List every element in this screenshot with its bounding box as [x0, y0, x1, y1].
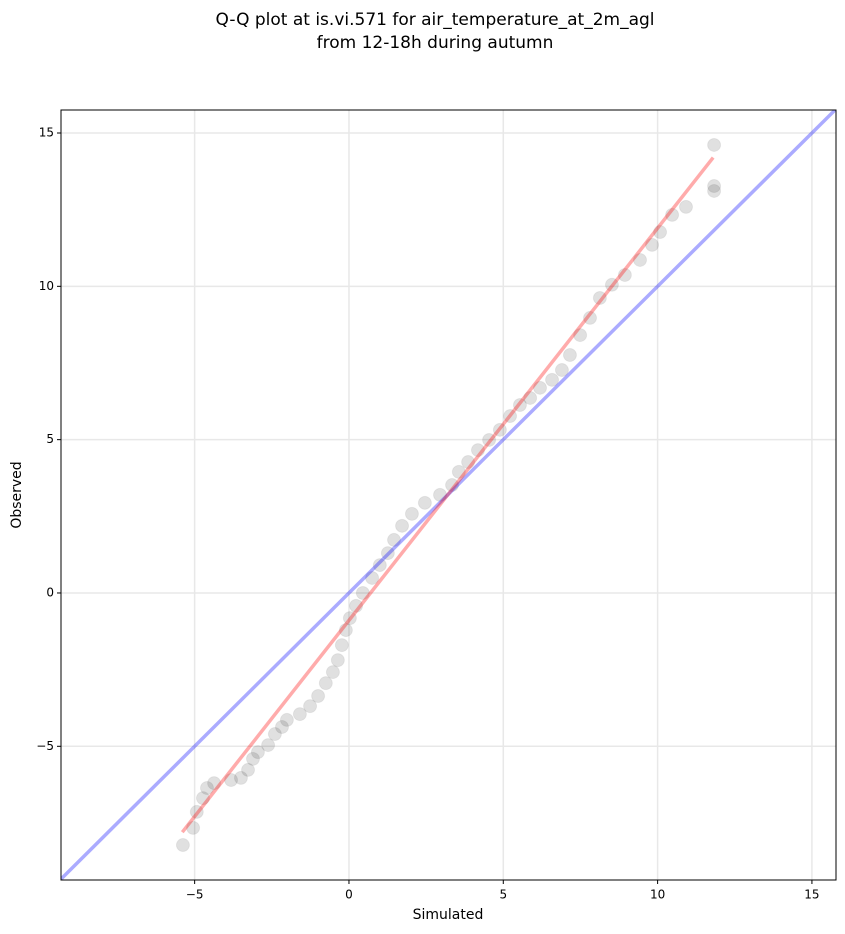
y-tick-label: 15: [39, 125, 54, 139]
point: [482, 432, 497, 447]
point: [349, 598, 364, 613]
chart-title: from 12-18h during autumn: [317, 33, 554, 53]
plot-area: [61, 110, 836, 880]
point: [592, 290, 607, 305]
point: [617, 267, 632, 282]
point: [325, 665, 340, 680]
point: [365, 570, 380, 585]
point: [292, 707, 307, 722]
y-tick-label: −5: [36, 739, 54, 753]
point: [395, 518, 410, 533]
point: [311, 689, 326, 704]
point: [573, 328, 588, 343]
point: [523, 390, 538, 405]
point: [470, 443, 485, 458]
point: [512, 397, 527, 412]
y-axis-label: Observed: [9, 461, 25, 528]
chart-title: Q-Q plot at is.vi.571 for air_temperatur…: [215, 10, 654, 30]
point: [503, 409, 518, 424]
point: [387, 532, 402, 547]
point: [261, 738, 276, 753]
point: [175, 838, 190, 853]
point: [279, 712, 294, 727]
y-tick-label: 5: [46, 432, 54, 446]
point: [303, 699, 318, 714]
point: [533, 380, 548, 395]
point: [233, 770, 248, 785]
point: [372, 558, 387, 573]
plot-frame: [60, 109, 837, 881]
point: [224, 773, 239, 788]
point: [250, 745, 265, 760]
point: [241, 762, 256, 777]
point: [355, 585, 370, 600]
point: [653, 225, 668, 240]
point: [186, 820, 201, 835]
x-tick-label: 15: [804, 888, 819, 902]
point: [404, 506, 419, 521]
point: [707, 179, 722, 194]
point: [195, 791, 210, 806]
point: [199, 781, 214, 796]
point: [433, 487, 448, 502]
point: [451, 464, 466, 479]
point: [492, 422, 507, 437]
x-tick-label: 0: [345, 888, 353, 902]
point: [633, 252, 648, 267]
point: [545, 372, 560, 387]
x-tick-label: −5: [186, 888, 204, 902]
point: [267, 727, 282, 742]
point: [604, 277, 619, 292]
point: [189, 804, 204, 819]
x-axis-label: Simulated: [413, 907, 484, 923]
point: [461, 455, 476, 470]
point: [707, 137, 722, 152]
point: [342, 611, 357, 626]
y-tick-label: 0: [46, 585, 54, 599]
point: [583, 310, 598, 325]
point: [554, 363, 569, 378]
point: [417, 495, 432, 510]
point: [274, 719, 289, 734]
point: [380, 546, 395, 561]
point: [207, 776, 222, 791]
point: [334, 638, 349, 653]
y-tick-label: 10: [39, 279, 54, 293]
x-tick-label: 10: [650, 888, 665, 902]
point: [665, 207, 680, 222]
reference-line: [180, 156, 715, 834]
point: [445, 478, 460, 493]
point: [338, 623, 353, 638]
x-tick-label: 5: [499, 888, 507, 902]
point: [707, 183, 722, 198]
point: [330, 653, 345, 668]
reference-line: [61, 110, 836, 880]
point: [679, 199, 693, 214]
point: [318, 676, 333, 691]
point: [562, 348, 577, 363]
point: [645, 237, 660, 252]
point: [245, 751, 260, 766]
